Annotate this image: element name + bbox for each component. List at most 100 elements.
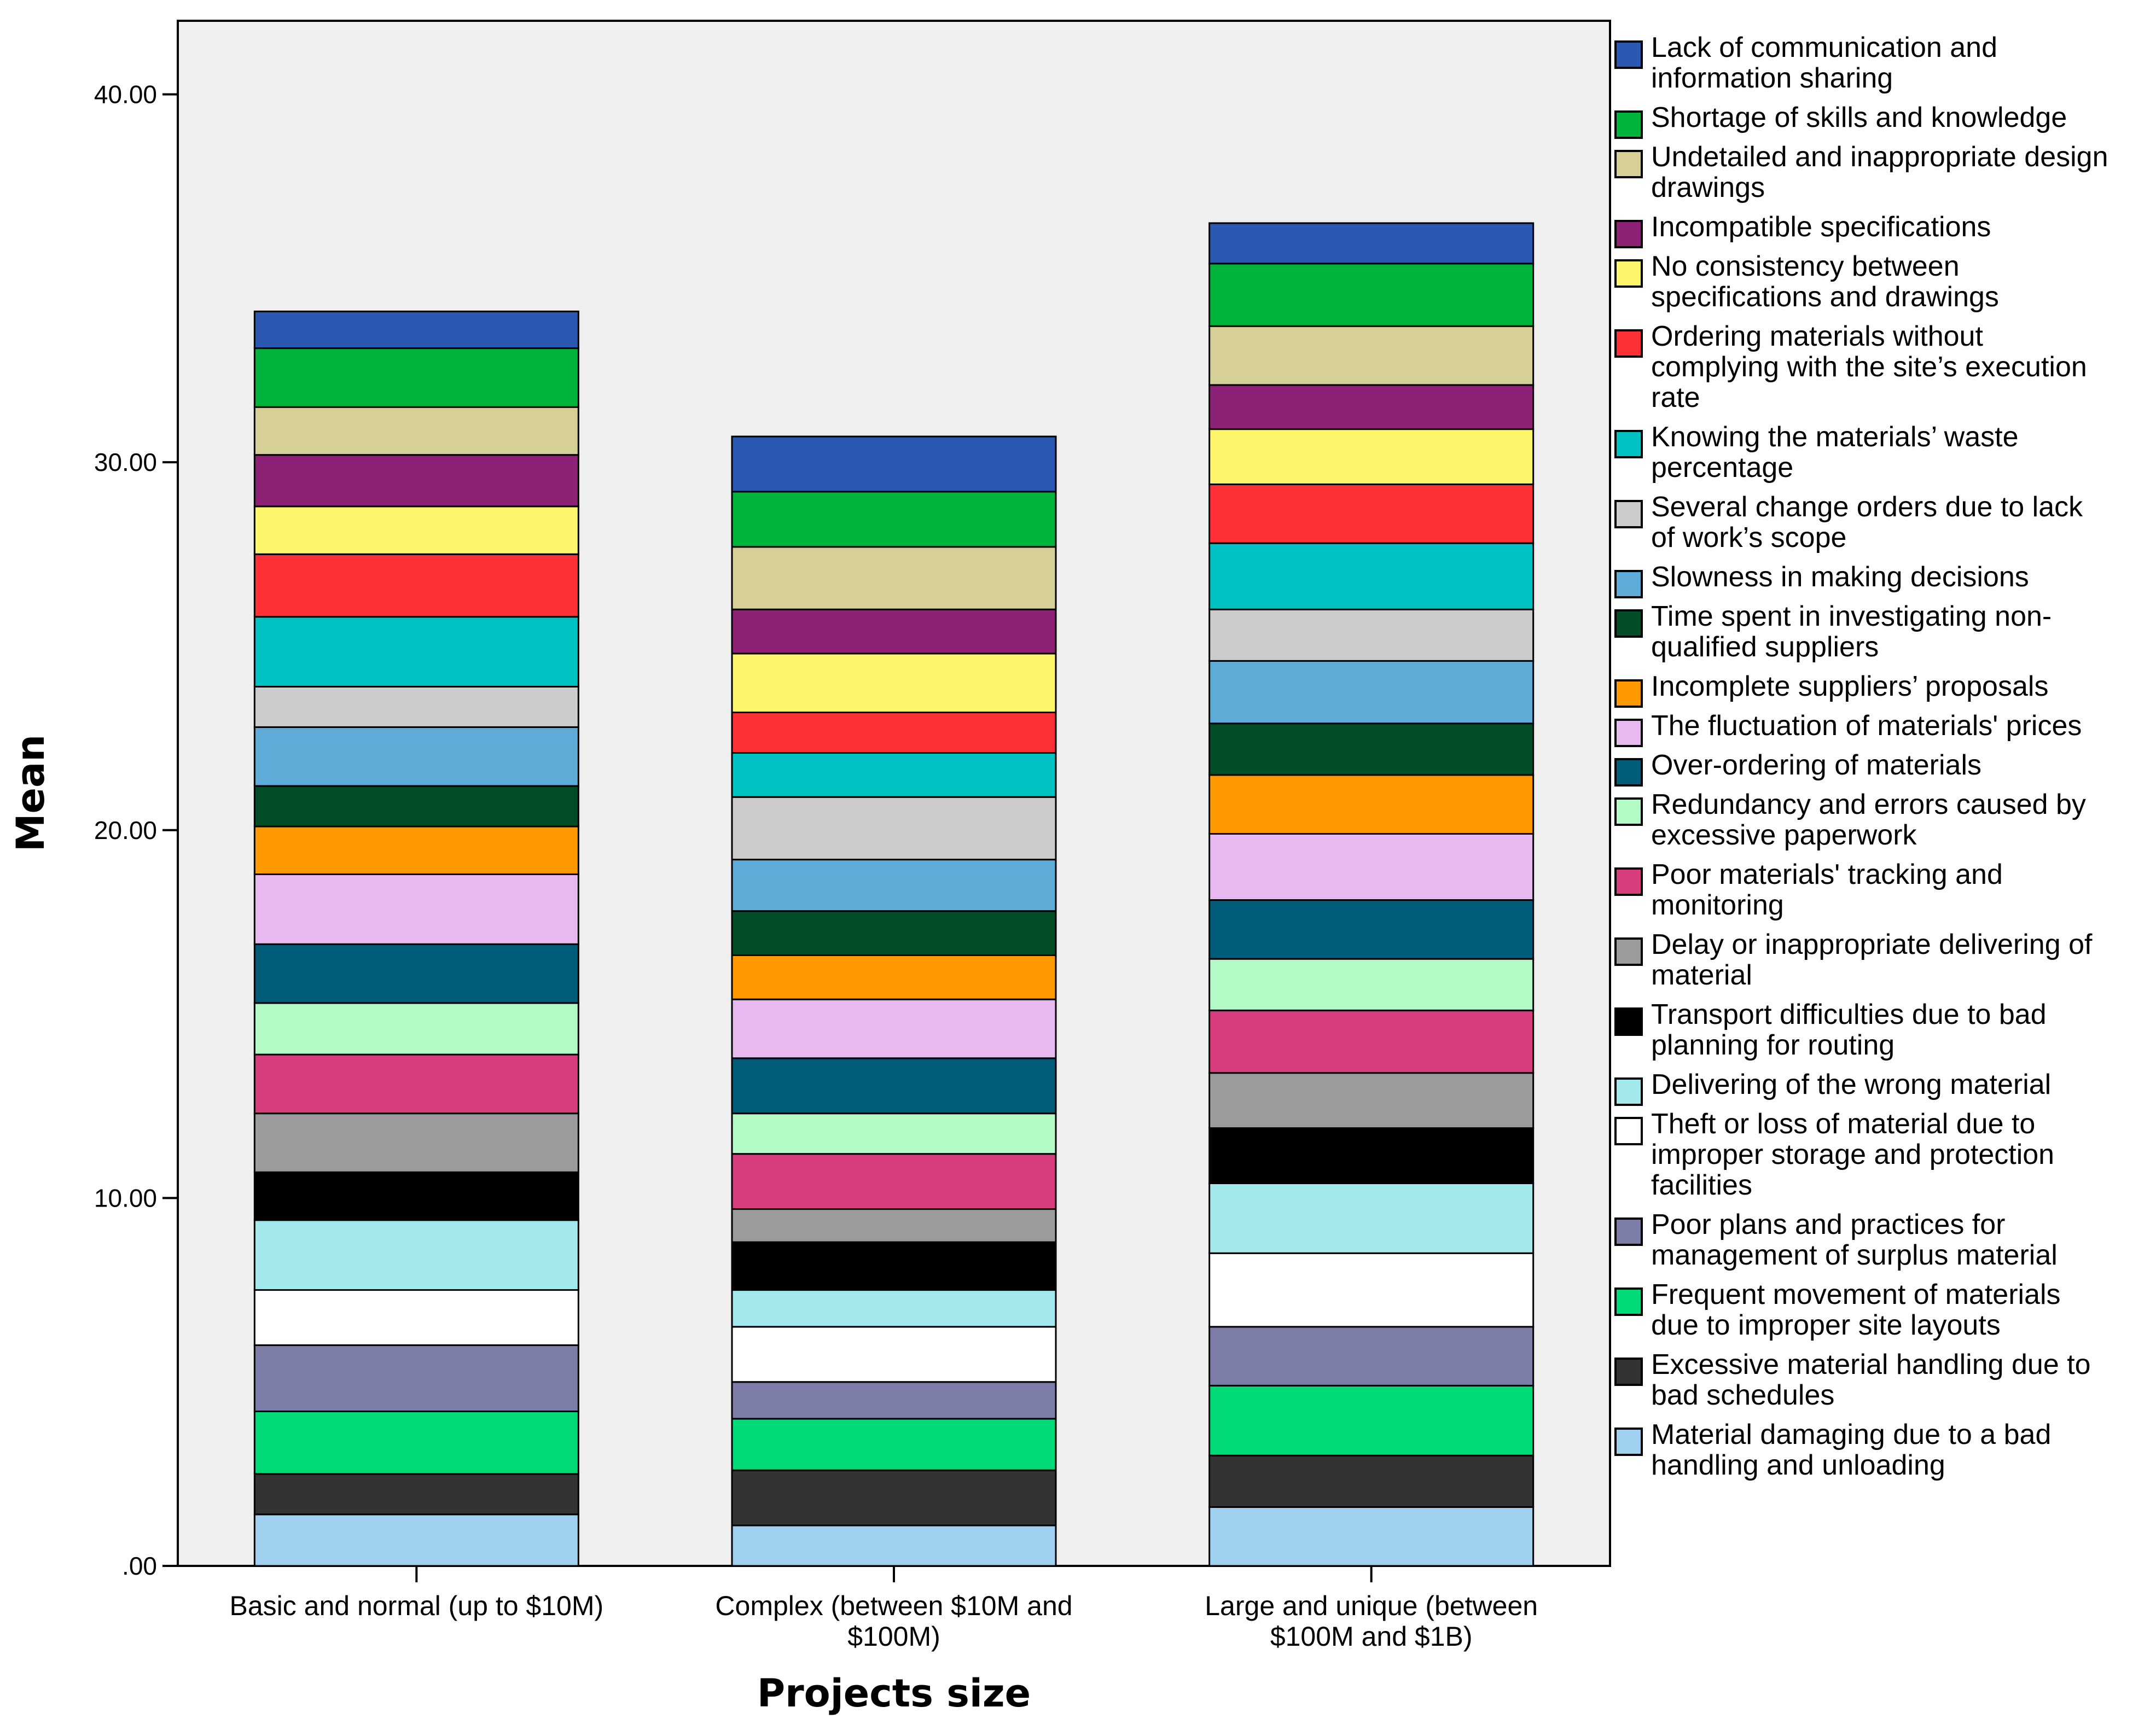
bar-segment (731, 653, 1057, 714)
legend-label-line: Material damaging due to a bad (1651, 1419, 2051, 1450)
legend-swatch (1614, 758, 1643, 787)
bar-segment (1208, 1127, 1535, 1184)
legend-label: Redundancy and errors caused by excessive… (1651, 789, 2086, 851)
legend-label: No consistency between specifications and… (1651, 251, 1999, 313)
bar-segment (1208, 958, 1535, 1011)
bar-segment (731, 910, 1057, 956)
legend-swatch (1614, 329, 1643, 358)
bar-segment (253, 873, 579, 945)
bar-segment (1208, 660, 1535, 725)
legend-label-line: complying with the site’s execution (1651, 351, 2087, 383)
legend-label-line: No consistency between (1651, 251, 1960, 282)
bar-segment (731, 1469, 1057, 1527)
legend-label-line: Knowing the materials’ waste (1651, 421, 2019, 453)
legend-label-line: improper storage and protection (1651, 1139, 2054, 1170)
legend-swatch (1614, 220, 1643, 248)
legend-label-line: handling and unloading (1651, 1449, 1945, 1481)
legend-swatch (1614, 867, 1643, 896)
legend-label: Shortage of skills and knowledge (1651, 102, 2067, 133)
legend-label-line: Ordering materials without (1651, 321, 1983, 352)
bar-segment (1208, 542, 1535, 610)
legend-label: Delay or inappropriate delivering of mate… (1651, 929, 2093, 991)
legend-label: Material damaging due to a bad handling a… (1651, 1419, 2051, 1481)
x-tick-label: Complex (between $10M and $100M) (715, 1591, 1072, 1652)
bar-segment (1208, 1384, 1535, 1457)
bar-segment (253, 1411, 579, 1475)
bar-segment (253, 1171, 579, 1221)
bar-segment (1208, 1182, 1535, 1254)
legend-swatch (1614, 609, 1643, 638)
legend-label-line: Incompatible specifications (1651, 211, 1991, 243)
legend-label: Time spent in investigating non-qualifie… (1651, 601, 2052, 663)
bar-segment (1208, 222, 1535, 265)
y-axis-title: Mean (8, 735, 53, 852)
legend-swatch (1614, 1077, 1643, 1106)
bar-segment (253, 1112, 579, 1173)
legend-label: The fluctuation of materials' prices (1651, 710, 2082, 742)
legend-label: Excessive material handling due to bad sc… (1651, 1349, 2091, 1411)
bar-segment (253, 1513, 579, 1567)
y-tick-label: 10.00 (94, 1184, 157, 1212)
legend-label-line: Poor materials' tracking and (1651, 859, 2003, 890)
bar-segment (253, 406, 579, 456)
legend-label-line: Time spent in investigating non- (1651, 601, 2052, 632)
bar-segment (253, 943, 579, 1004)
legend-label: Delivering of the wrong material (1651, 1069, 2051, 1100)
bar-segment (253, 310, 579, 349)
legend-label-line: facilities (1651, 1169, 1752, 1201)
legend: Lack of communication and information sha… (1614, 32, 2108, 1481)
legend-label-line: Transport difficulties due to bad (1651, 999, 2047, 1030)
legend-swatch (1614, 1358, 1643, 1386)
bar-segment (253, 1289, 579, 1346)
bar-segment (1208, 428, 1535, 485)
bar-segment (1208, 384, 1535, 430)
legend-label-line: The fluctuation of materials' prices (1651, 710, 2082, 742)
bar-segment (1208, 832, 1535, 901)
bar-segment (253, 1053, 579, 1115)
bar-segment (1208, 608, 1535, 662)
bar-segment (731, 954, 1057, 1000)
legend-label: Several change orders due to lack of work… (1651, 491, 2083, 554)
legend-label-line: Over-ordering of materials (1651, 749, 1981, 781)
bar-segment (731, 546, 1057, 610)
x-tick-label: Basic and normal (up to $10M) (229, 1591, 603, 1621)
legend-label: Knowing the materials’ waste percentage (1651, 421, 2019, 483)
bar-segment (731, 1057, 1057, 1115)
legend-label-line: management of surplus material (1651, 1239, 2058, 1271)
bar-segment (731, 1241, 1057, 1291)
legend-label: Slowness in making decisions (1651, 561, 2029, 593)
bar-segment (253, 1002, 579, 1056)
bar-segment (253, 825, 579, 875)
bar-segment (1208, 1454, 1535, 1508)
legend-label: Ordering materials without complying with… (1651, 321, 2087, 413)
bar-segment (1208, 1326, 1535, 1387)
legend-swatch (1614, 1007, 1643, 1036)
legend-label-line: qualified suppliers (1651, 631, 1879, 663)
legend-label-line: of work’s scope (1651, 522, 1846, 554)
legend-label-line: Delivering of the wrong material (1651, 1069, 2051, 1100)
bar-segment (731, 712, 1057, 754)
x-tick-label-line: $100M and $1B) (1270, 1621, 1473, 1652)
y-tick-label: 40.00 (94, 80, 157, 109)
legend-swatch (1614, 797, 1643, 826)
legend-label-line: Incomplete suppliers’ proposals (1651, 671, 2048, 702)
legend-swatch (1614, 430, 1643, 458)
bar-segment (253, 1344, 579, 1412)
bar-segment (253, 685, 579, 728)
legend-label: Undetailed and inappropriate design drawi… (1651, 141, 2108, 203)
legend-swatch (1614, 259, 1643, 288)
legend-swatch (1614, 1217, 1643, 1246)
legend-label-line: material (1651, 959, 1752, 991)
bar-segment (731, 491, 1057, 548)
legend-label-line: Redundancy and errors caused by (1651, 789, 2086, 820)
bar-segment (731, 796, 1057, 861)
bar-segment (1208, 774, 1535, 835)
bar-segment (253, 1219, 579, 1291)
x-axis: Basic and normal (up to $10M) Complex (be… (229, 1566, 1538, 1652)
bar-segment (253, 553, 579, 618)
legend-swatch (1614, 570, 1643, 598)
bar-segment (1208, 1252, 1535, 1328)
legend-swatch (1614, 40, 1643, 69)
bar-segment (253, 1473, 579, 1516)
bar-segment (731, 859, 1057, 912)
